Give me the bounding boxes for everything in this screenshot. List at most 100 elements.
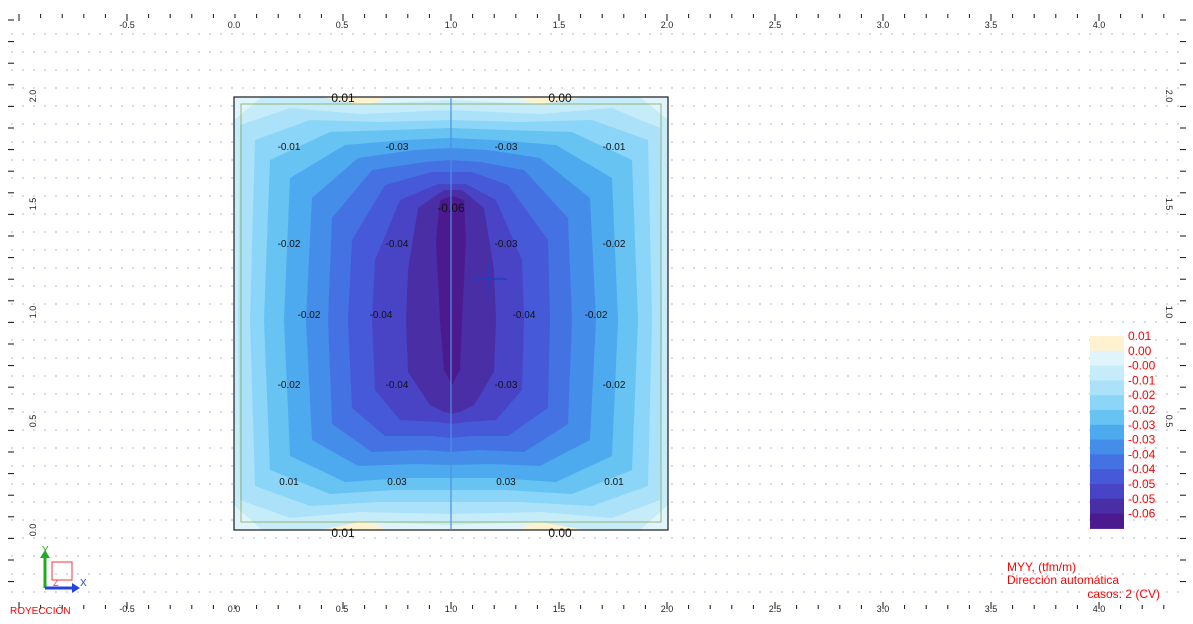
grid-dot xyxy=(770,231,772,233)
grid-dot xyxy=(957,33,959,35)
grid-dot xyxy=(1155,285,1157,287)
grid-dot xyxy=(451,69,453,71)
grid-dot xyxy=(231,339,233,341)
grid-dot xyxy=(165,375,167,377)
grid-dot xyxy=(11,249,13,251)
grid-dot xyxy=(198,537,200,539)
grid-dot xyxy=(891,195,893,197)
grid-dot xyxy=(704,501,706,503)
grid-dot xyxy=(803,591,805,593)
grid-dot xyxy=(44,249,46,251)
grid-dot xyxy=(682,195,684,197)
slab-contour-plot[interactable] xyxy=(233,88,669,539)
grid-dot xyxy=(121,573,123,575)
contour-label: -0.03 xyxy=(495,380,518,391)
grid-dot xyxy=(1045,123,1047,125)
grid-dot xyxy=(990,33,992,35)
grid-dot xyxy=(990,123,992,125)
grid-dot xyxy=(968,267,970,269)
grid-dot xyxy=(924,213,926,215)
grid-dot xyxy=(176,177,178,179)
grid-dot xyxy=(11,285,13,287)
grid-dot xyxy=(220,465,222,467)
grid-dot xyxy=(847,177,849,179)
grid-dot xyxy=(682,591,684,593)
grid-dot xyxy=(22,357,24,359)
grid-dot xyxy=(1177,249,1179,251)
grid-dot xyxy=(286,555,288,557)
grid-dot xyxy=(737,393,739,395)
grid-dot xyxy=(770,285,772,287)
grid-dot xyxy=(748,267,750,269)
grid-dot xyxy=(55,537,57,539)
grid-dot xyxy=(1067,411,1069,413)
grid-dot xyxy=(759,123,761,125)
grid-dot xyxy=(66,429,68,431)
grid-dot xyxy=(693,555,695,557)
grid-dot xyxy=(1034,591,1036,593)
grid-dot xyxy=(1023,105,1025,107)
grid-dot xyxy=(979,357,981,359)
grid-dot xyxy=(1166,537,1168,539)
grid-dot xyxy=(209,33,211,35)
grid-dot xyxy=(913,51,915,53)
triad-y-label: Y xyxy=(42,545,49,556)
grid-dot xyxy=(1144,123,1146,125)
grid-dot xyxy=(1100,33,1102,35)
grid-dot xyxy=(946,69,948,71)
grid-dot xyxy=(1122,231,1124,233)
grid-dot xyxy=(99,159,101,161)
grid-dot xyxy=(220,483,222,485)
grid-dot xyxy=(594,87,596,89)
grid-dot xyxy=(660,87,662,89)
grid-dot xyxy=(770,303,772,305)
grid-dot xyxy=(99,141,101,143)
grid-dot xyxy=(451,573,453,575)
grid-dot xyxy=(770,519,772,521)
grid-dot xyxy=(836,105,838,107)
grid-dot xyxy=(11,141,13,143)
grid-dot xyxy=(1023,501,1025,503)
grid-dot xyxy=(1012,249,1014,251)
grid-dot xyxy=(814,501,816,503)
grid-dot xyxy=(825,573,827,575)
grid-dot xyxy=(176,483,178,485)
top-ruler xyxy=(18,14,1165,21)
grid-dot xyxy=(1045,555,1047,557)
grid-dot xyxy=(1034,429,1036,431)
grid-dot xyxy=(1177,465,1179,467)
grid-dot xyxy=(759,519,761,521)
grid-dot xyxy=(1067,231,1069,233)
grid-dot xyxy=(715,177,717,179)
grid-dot xyxy=(44,411,46,413)
grid-dot xyxy=(33,501,35,503)
grid-dot xyxy=(132,483,134,485)
grid-dot xyxy=(792,321,794,323)
grid-dot xyxy=(715,375,717,377)
grid-dot xyxy=(132,501,134,503)
grid-dot xyxy=(11,519,13,521)
grid-dot xyxy=(902,393,904,395)
grid-dot xyxy=(737,267,739,269)
grid-dot xyxy=(187,177,189,179)
grid-dot xyxy=(792,303,794,305)
grid-dot xyxy=(176,249,178,251)
grid-dot xyxy=(55,321,57,323)
grid-dot xyxy=(704,51,706,53)
grid-dot xyxy=(44,159,46,161)
grid-dot xyxy=(154,87,156,89)
grid-dot xyxy=(1144,429,1146,431)
grid-dot xyxy=(88,537,90,539)
grid-dot xyxy=(957,195,959,197)
grid-dot xyxy=(825,231,827,233)
grid-dot xyxy=(550,591,552,593)
grid-dot xyxy=(627,537,629,539)
grid-dot xyxy=(836,573,838,575)
grid-dot xyxy=(1133,87,1135,89)
grid-dot xyxy=(143,213,145,215)
grid-dot xyxy=(154,285,156,287)
grid-dot xyxy=(968,231,970,233)
grid-dot xyxy=(913,537,915,539)
grid-dot xyxy=(55,555,57,557)
